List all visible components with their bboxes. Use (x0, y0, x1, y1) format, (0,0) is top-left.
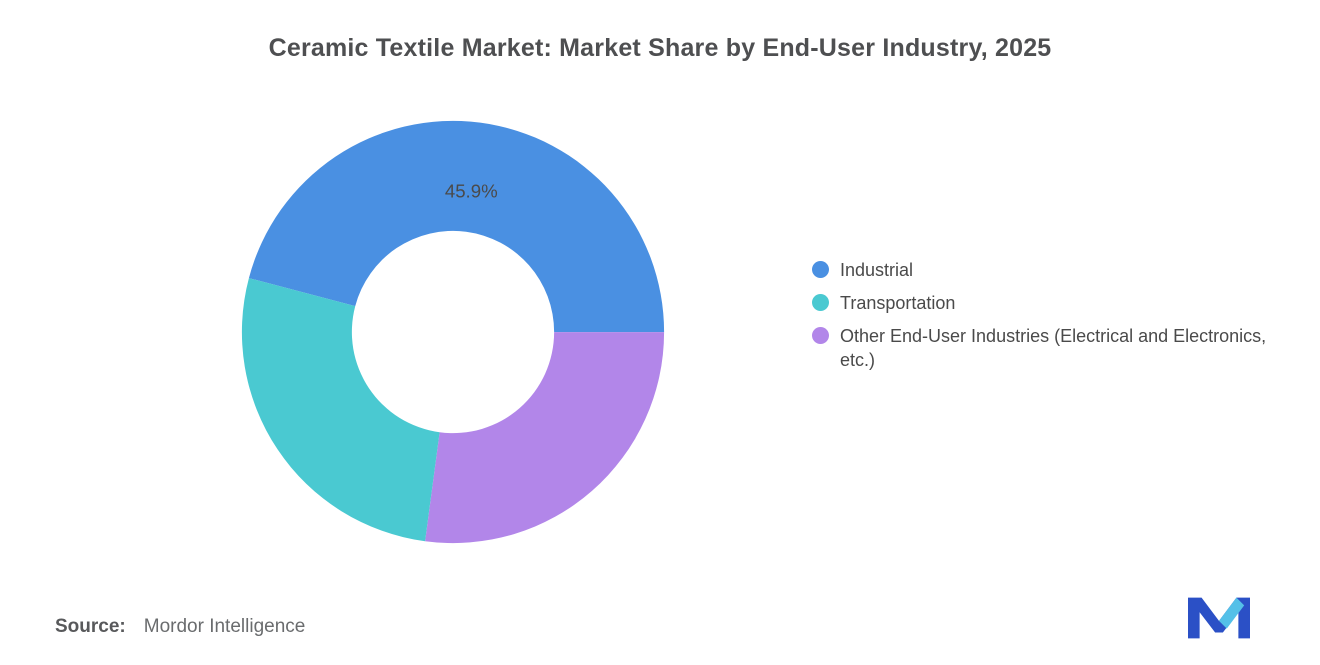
donut-segment-transportation[interactable] (241, 278, 440, 542)
legend-swatch (812, 294, 829, 311)
legend-item-industrial[interactable]: Industrial (812, 258, 1282, 282)
legend-swatch (812, 327, 829, 344)
donut-segment-industrial[interactable] (248, 120, 665, 333)
legend-label: Transportation (840, 293, 956, 313)
source-line: Source: Mordor Intelligence (55, 616, 305, 638)
logo-icon (1188, 597, 1250, 639)
source-label: Source: (55, 616, 126, 637)
donut-chart: 45.9% (241, 120, 665, 544)
source-text: Mordor Intelligence (143, 616, 306, 637)
legend-swatch (812, 261, 829, 278)
donut-chart-area: 45.9% (237, 116, 669, 548)
chart-title: Ceramic Textile Market: Market Share by … (268, 34, 1052, 62)
legend-label: Industrial (840, 260, 914, 280)
legend: Industrial Transportation Other End-User I… (812, 258, 1282, 381)
mordor-intelligence-logo (1188, 597, 1250, 639)
slice-value-label: 45.9% (445, 181, 498, 202)
legend-item-other-end-user-industries-electrical-and-electronics-etc[interactable]: Other End-User Industries (Electrical an… (812, 324, 1282, 372)
legend-label: Other End-User Industries (Electrical an… (840, 326, 1267, 370)
legend-item-transportation[interactable]: Transportation (812, 291, 1282, 315)
logo-accent-shape (1219, 597, 1245, 629)
donut-segment-other-end-user-industries-electrical-and-electronics-etc[interactable] (425, 332, 665, 544)
